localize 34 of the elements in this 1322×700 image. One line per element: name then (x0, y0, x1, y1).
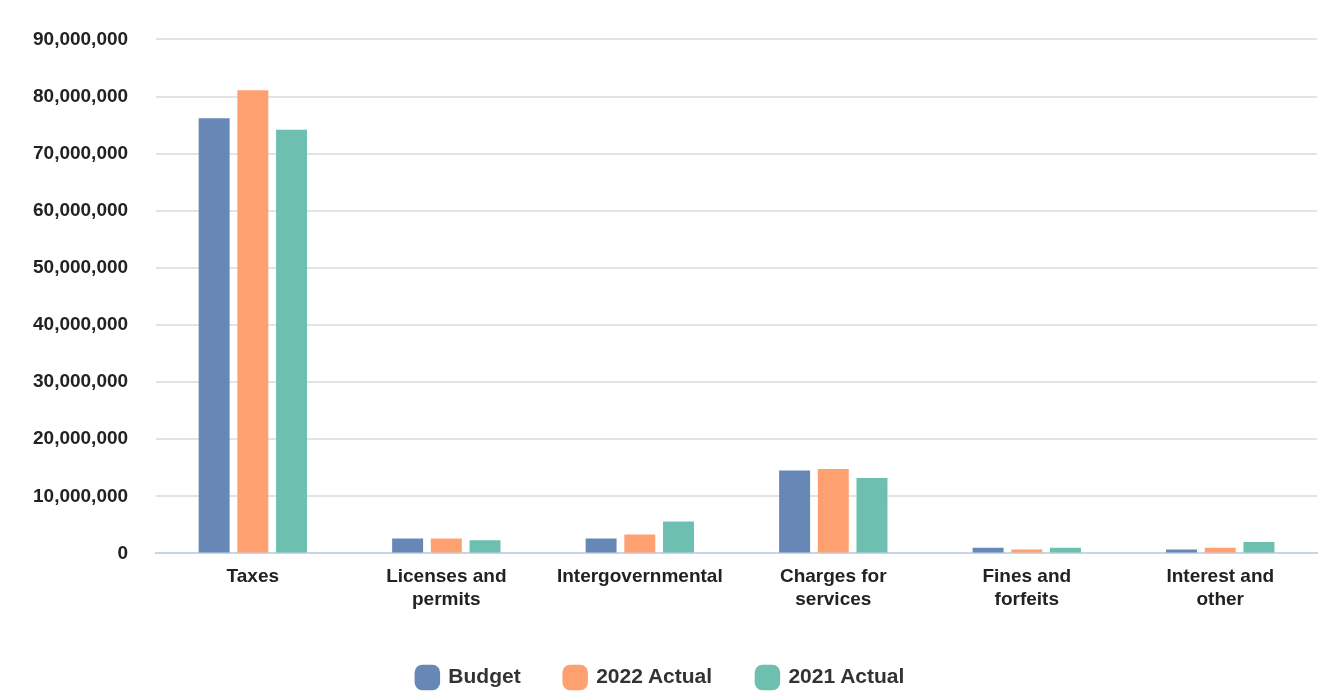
bar (624, 534, 656, 553)
y-tick-label: 70,000,000 (33, 141, 129, 163)
bar (585, 538, 617, 553)
bar (198, 118, 230, 553)
bar (856, 478, 888, 553)
x-tick-label: Charges for services (779, 565, 888, 609)
y-tick-label: 10,000,000 (33, 484, 129, 506)
bar (276, 129, 308, 553)
bar (663, 521, 694, 553)
bar (779, 470, 811, 553)
legend-label: 2022 Actual (596, 664, 713, 688)
bar (430, 538, 462, 553)
bar (392, 538, 424, 553)
bar (1166, 549, 1198, 553)
bar (817, 468, 849, 553)
y-tick-label: 20,000,000 (33, 427, 129, 449)
y-tick-label: 80,000,000 (33, 84, 129, 106)
x-tick-label: Intergovernmental (556, 565, 723, 587)
y-tick-label: 50,000,000 (33, 256, 129, 278)
x-tick-label: Fines and forfeits (982, 565, 1072, 609)
y-tick-label: 90,000,000 (33, 27, 129, 49)
bar (1243, 541, 1275, 553)
bar (1011, 549, 1043, 553)
legend-label: Budget (448, 664, 521, 688)
y-tick-label: 60,000,000 (33, 198, 129, 220)
y-tick-label: 0 (117, 541, 129, 563)
x-tick-label: Interest and other (1166, 565, 1275, 609)
y-tick-label: 30,000,000 (33, 370, 129, 392)
bar (469, 540, 501, 553)
bar (237, 90, 269, 553)
y-tick-label: 40,000,000 (33, 313, 129, 335)
x-tick-label: Licenses and permits (386, 565, 507, 609)
x-tick-label: Taxes (226, 565, 280, 587)
legend-label: 2021 Actual (788, 664, 905, 688)
